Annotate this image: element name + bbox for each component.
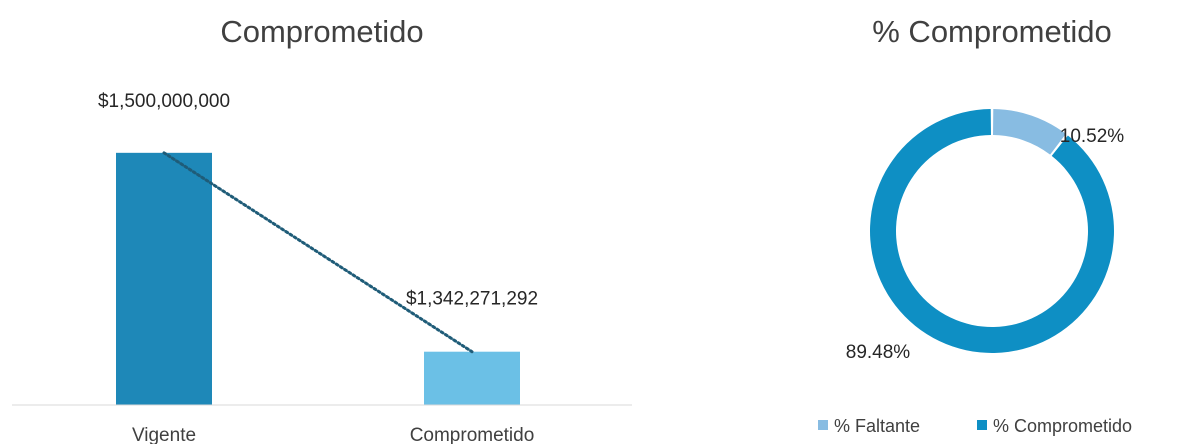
donut-chart: % Comprometido 10.52% 89.48% xyxy=(846,14,1125,363)
legend-label-comprometido: % Comprometido xyxy=(993,416,1132,436)
data-label-vigente: $1,500,000,000 xyxy=(98,91,230,112)
legend: % Faltante % Comprometido xyxy=(818,416,1132,436)
legend-label-faltante: % Faltante xyxy=(834,416,920,436)
donut-chart-title: % Comprometido xyxy=(872,14,1111,49)
x-tick-comprometido: Comprometido xyxy=(410,425,535,444)
bar-chart: Comprometido $1,500,000,000 $1,342,271,2… xyxy=(12,14,632,444)
legend-swatch-faltante xyxy=(818,420,828,430)
trend-line xyxy=(162,151,474,354)
slice-label-comprometido: 89.48% xyxy=(846,342,911,363)
slice-faltante xyxy=(993,109,1066,155)
legend-swatch-comprometido xyxy=(977,420,987,430)
bar-comprometido xyxy=(424,351,520,405)
data-label-comprometido: $1,342,271,292 xyxy=(406,289,538,310)
bar-chart-title: Comprometido xyxy=(220,14,423,49)
slice-label-faltante: 10.52% xyxy=(1060,126,1125,147)
bar-vigente xyxy=(116,152,212,405)
x-tick-vigente: Vigente xyxy=(132,425,196,444)
